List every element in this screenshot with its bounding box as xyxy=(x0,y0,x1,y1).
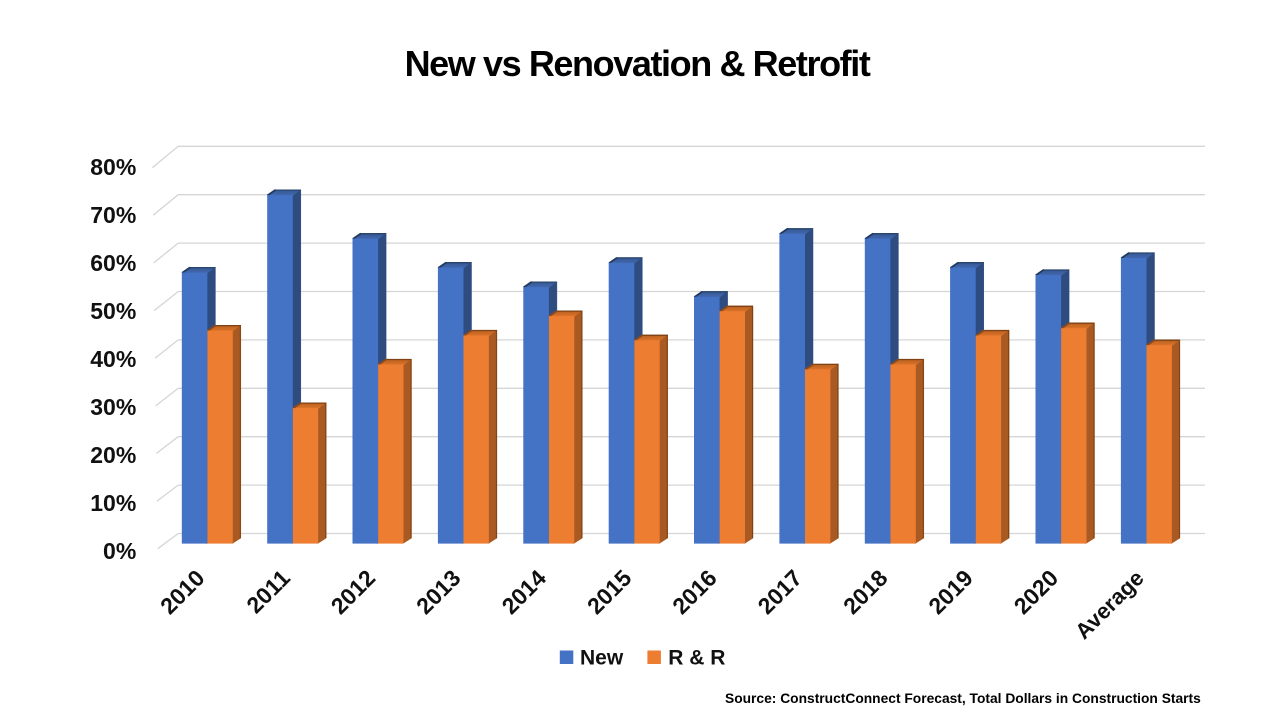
svg-text:80%: 80% xyxy=(90,154,136,180)
svg-text:R & R: R & R xyxy=(668,647,725,670)
svg-text:30%: 30% xyxy=(90,394,136,420)
svg-text:New vs Renovation & Retrofit: New vs Renovation & Retrofit xyxy=(405,43,871,84)
svg-text:0%: 0% xyxy=(103,538,136,564)
svg-text:20%: 20% xyxy=(90,442,136,468)
svg-text:70%: 70% xyxy=(90,202,136,228)
svg-text:50%: 50% xyxy=(90,298,136,324)
svg-text:60%: 60% xyxy=(90,250,136,276)
svg-text:40%: 40% xyxy=(90,346,136,372)
svg-text:Source: ConstructConnect Forec: Source: ConstructConnect Forecast, Total… xyxy=(725,691,1201,706)
svg-text:New: New xyxy=(580,647,624,670)
svg-text:10%: 10% xyxy=(90,490,136,516)
